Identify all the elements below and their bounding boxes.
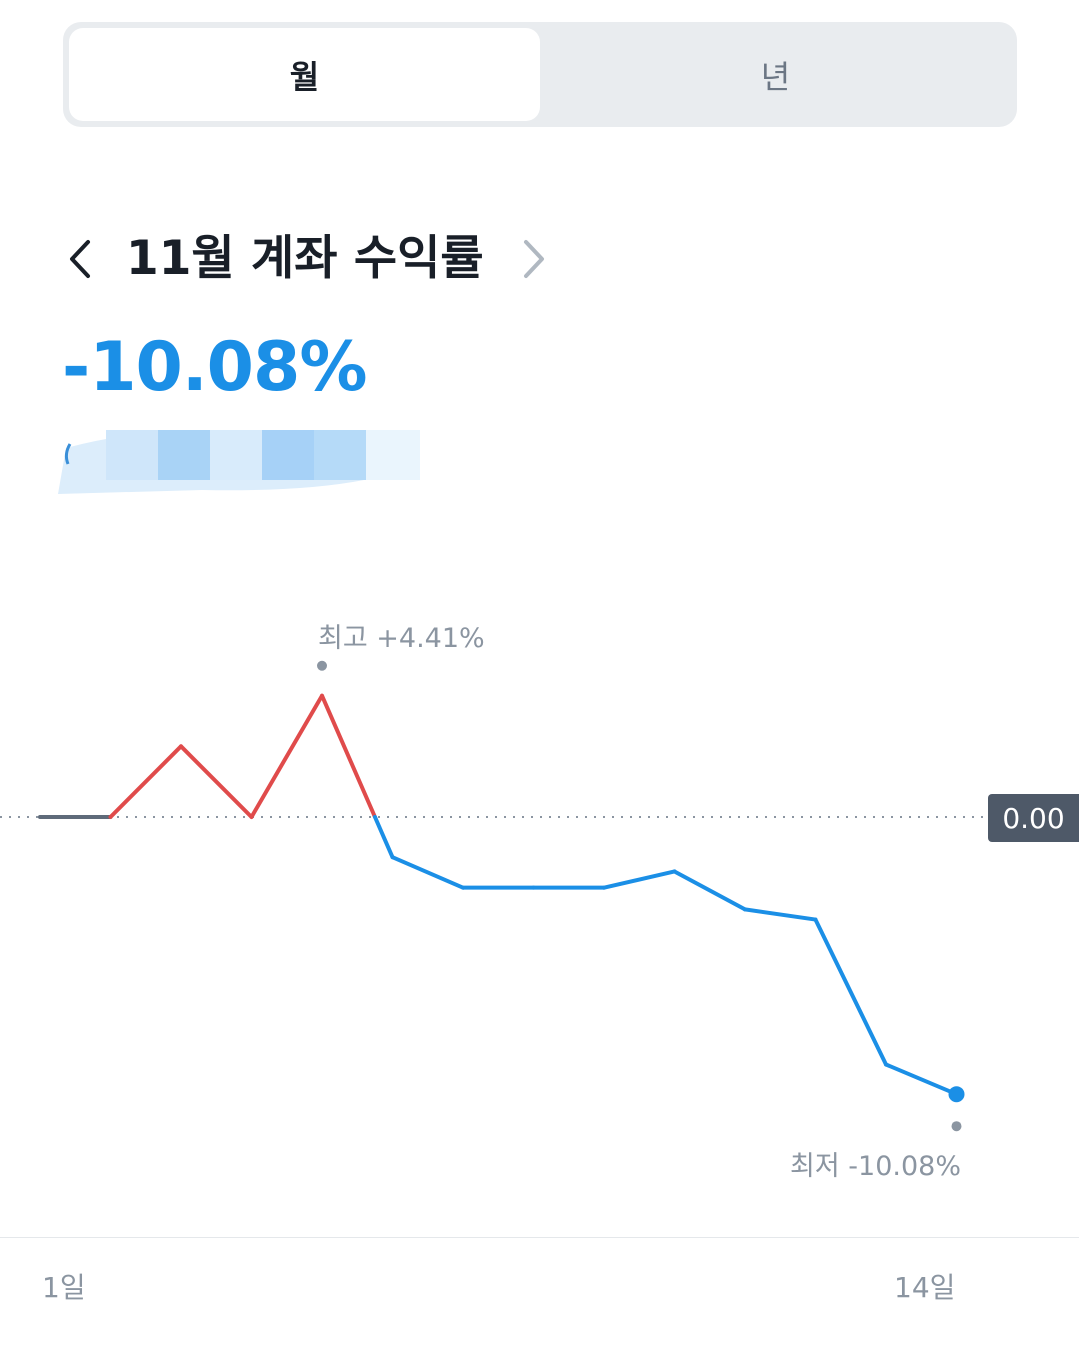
chevron-left-icon[interactable]: [62, 236, 102, 282]
low-marker-dot: [951, 1121, 962, 1132]
tab-year[interactable]: 년: [760, 57, 791, 96]
line-segment-4-0: [320, 693, 377, 819]
peak-marker-dot: [317, 660, 327, 671]
line-segment-9: [672, 869, 747, 912]
low-label: 최저 -10.08%: [790, 1151, 961, 1182]
x-axis-start-label: 1일: [42, 1271, 86, 1304]
return-line-chart: [0, 660, 988, 1132]
line-segment-11: [813, 917, 888, 1067]
month-header: 11월 계좌 수익률: [62, 222, 582, 296]
line-segment-10: [743, 907, 818, 922]
return-chart: 최고 +4.41% 최저 -10.08% 0.00: [0, 600, 1079, 1320]
peak-label: 최고 +4.41%: [318, 623, 485, 654]
tab-month[interactable]: 월: [69, 28, 540, 121]
line-segment-8: [602, 869, 677, 890]
zero-baseline-tag: 0.00: [988, 794, 1079, 842]
x-axis-end-label: 14일: [894, 1271, 956, 1304]
axis-divider: [0, 1237, 1079, 1238]
period-segmented-control: 월 년: [63, 22, 1017, 127]
line-segment-4-1: [372, 815, 395, 860]
line-segment-1: [108, 744, 183, 819]
masked-amount: [52, 424, 422, 500]
current-point: [948, 1086, 965, 1103]
return-rate-value: -10.08%: [62, 328, 367, 407]
line-segment-3: [249, 693, 324, 819]
line-segment-2: [179, 744, 254, 819]
line-segment-12: [884, 1062, 959, 1097]
page-title: 11월 계좌 수익률: [126, 231, 484, 286]
chevron-right-icon[interactable]: [514, 236, 554, 282]
line-segment-5: [390, 855, 465, 890]
